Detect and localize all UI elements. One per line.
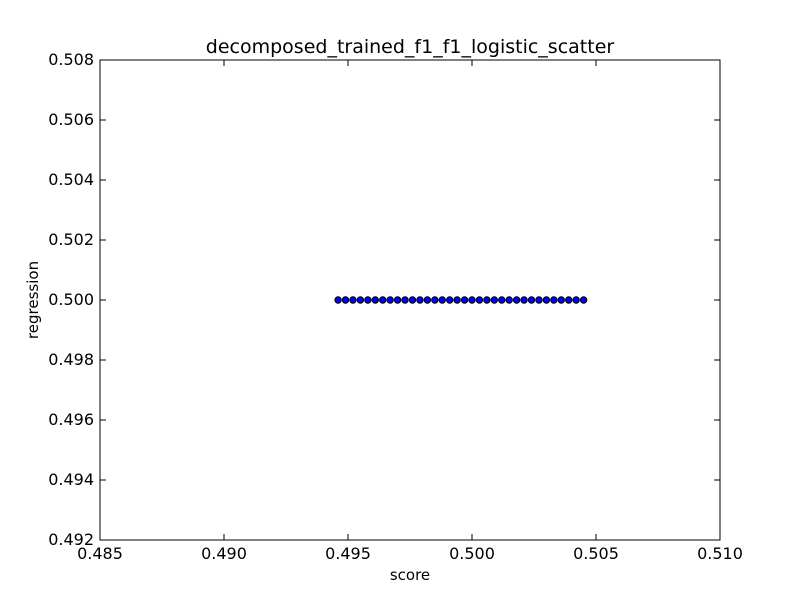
data-point [379,296,387,304]
data-point [334,296,342,304]
chart-title: decomposed_trained_f1_f1_logistic_scatte… [206,36,615,58]
data-point [431,296,439,304]
data-point [535,296,543,304]
y-axis-label: regression [24,261,42,339]
data-point [364,296,372,304]
data-point [423,296,432,304]
data-points [334,296,588,304]
data-point [393,296,402,304]
y-tick-label: 0.496 [48,410,94,429]
data-point [460,296,469,304]
data-point [512,296,521,304]
data-point [520,296,528,304]
x-tick-label: 0.510 [697,544,743,563]
y-tick-label: 0.494 [48,470,94,489]
data-point [483,296,491,304]
data-point [475,296,484,304]
data-point [386,296,394,304]
data-point [550,296,558,304]
x-tick-label: 0.495 [325,544,371,563]
data-point [579,296,588,304]
data-point [565,296,573,304]
data-point [371,296,379,304]
x-tick-label: 0.485 [77,544,123,563]
y-tick-label: 0.498 [48,350,94,369]
x-tick-label: 0.500 [449,544,495,563]
x-tick-label: 0.505 [573,544,619,563]
y-tick-label: 0.502 [48,230,94,249]
data-point [356,296,365,304]
data-point [349,296,357,304]
y-tick-label: 0.492 [48,530,94,549]
y-tick-label: 0.500 [48,290,94,309]
data-point [557,296,565,304]
data-point [498,296,506,304]
data-point [408,296,417,304]
y-tick-label: 0.508 [48,50,94,69]
data-point [453,296,461,304]
data-point [438,296,446,304]
data-point [341,296,350,304]
data-point [490,296,499,304]
data-point [572,296,580,304]
x-axis: 0.485 0.490 0.495 0.500 0.505 0.510 [77,60,743,563]
y-axis: 0.492 0.494 0.496 0.498 0.500 0.502 0.504 0.506… [48,50,720,549]
data-point [468,296,476,304]
data-point [401,296,409,304]
data-point [416,296,424,304]
x-axis-label: score [390,566,430,584]
y-tick-label: 0.506 [48,110,94,129]
data-point [505,296,513,304]
x-tick-label: 0.490 [201,544,247,563]
data-point [527,296,536,304]
y-tick-label: 0.504 [48,170,94,189]
data-point [445,296,454,304]
data-point [542,296,551,304]
